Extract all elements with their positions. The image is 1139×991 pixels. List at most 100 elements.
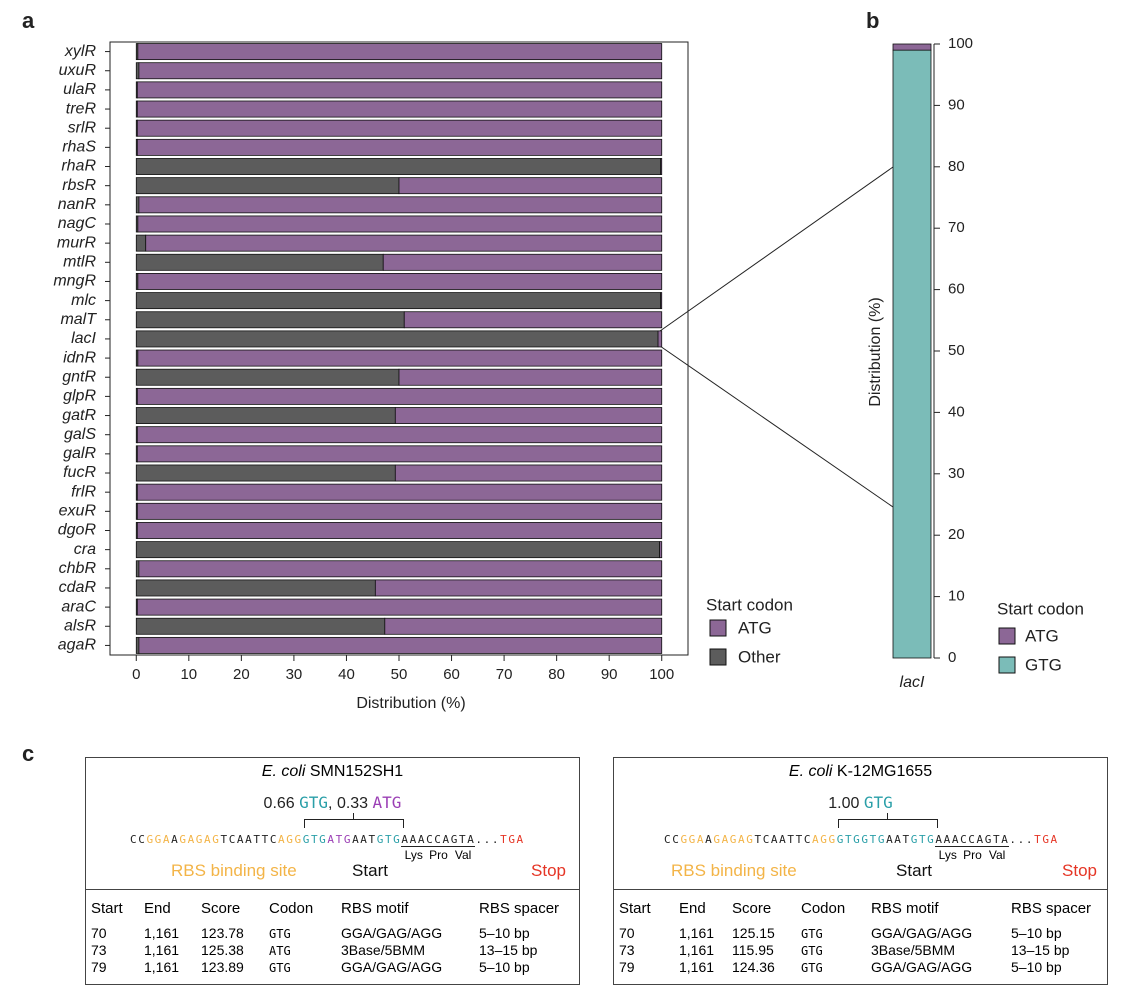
y-tick-label: xylR — [64, 43, 97, 60]
y-tick-label: ulaR — [63, 81, 96, 98]
table-cell: 70 — [619, 925, 635, 941]
panel-label: a — [22, 8, 35, 33]
bar-segment — [137, 349, 663, 367]
region-label: Stop — [1062, 861, 1097, 880]
sequence-segment: ... — [1009, 833, 1035, 846]
y-tick-label: 0 — [948, 649, 956, 666]
y-tick-label: galS — [64, 426, 96, 443]
legend-swatch — [709, 619, 727, 637]
bar-segment — [892, 43, 932, 51]
y-tick-label: 10 — [948, 588, 965, 605]
table-cell: 123.89 — [201, 959, 244, 975]
bar-segment — [136, 138, 663, 156]
y-tick-label: cdaR — [59, 579, 97, 596]
region-label: RBS binding site — [171, 861, 297, 880]
legend-swatch — [709, 648, 727, 666]
bar-segment — [136, 81, 663, 99]
y-tick-label: uxuR — [59, 62, 97, 79]
sequence-segment: TGA — [1034, 833, 1059, 846]
codon-label: Lys — [404, 848, 423, 862]
y-tick-label: mlc — [71, 292, 96, 309]
y-tick-label: rhaS — [62, 139, 96, 156]
bar-segment — [398, 177, 663, 195]
y-tick-label: lacI — [71, 330, 96, 347]
table-cell: 13–15 bp — [1011, 942, 1070, 958]
bar-segment — [374, 579, 663, 597]
sequence-segment: TGA — [500, 833, 525, 846]
sequence-segment: A — [171, 833, 180, 846]
sequence-segment: GTG — [836, 833, 862, 846]
table-cell: ATG — [269, 944, 291, 958]
y-tick-label: rhaR — [61, 158, 96, 175]
y-tick-label: murR — [57, 234, 97, 251]
bar-segment — [145, 234, 663, 252]
sequence-segment: CCA — [960, 833, 985, 847]
y-tick-label: 50 — [948, 342, 965, 359]
table-cell: 1,161 — [679, 925, 715, 941]
codon-label: Lys — [938, 848, 957, 862]
y-tick-label: 30 — [948, 465, 965, 482]
y-tick-label: glpR — [63, 388, 96, 405]
y-tick-label: nanR — [58, 196, 97, 213]
table-cell: 79 — [619, 959, 635, 975]
bracket — [303, 819, 405, 828]
table-cell: GTG — [801, 927, 823, 941]
y-tick-label: mtlR — [63, 254, 96, 271]
sequence: CCGGAAGAGAGTCAATTCAGGGTGGTGAATGTGAAACCAG… — [664, 833, 1059, 847]
x-tick-label: 60 — [443, 666, 460, 683]
bar-segment — [135, 253, 384, 271]
y-tick-label: 60 — [948, 281, 965, 298]
bar-segment — [382, 253, 663, 271]
bar-segment — [138, 196, 663, 214]
sequence-segment: GGA — [680, 833, 706, 846]
sequence-segment: AGG — [812, 833, 837, 846]
table-cell: 1,161 — [144, 942, 180, 958]
table-cell: GTG — [269, 961, 291, 975]
bar-segment — [138, 636, 663, 654]
table-header: RBS motif — [341, 900, 409, 917]
table-cell: 5–10 bp — [479, 925, 530, 941]
legend-label: GTG — [1025, 655, 1062, 674]
sequence-segment: A — [705, 833, 714, 846]
table-header: Score — [732, 900, 772, 917]
table-header: Codon — [269, 900, 314, 917]
sequence-segment: CCA — [426, 833, 451, 847]
y-tick-label: malT — [60, 311, 97, 328]
bar-segment — [137, 43, 663, 61]
table-cell: 5–10 bp — [1011, 959, 1062, 975]
y-tick-label: 90 — [948, 96, 965, 113]
sequence-segment: AAT — [886, 833, 911, 846]
sequence-segment: GAGAG — [713, 833, 755, 846]
sequence-segment: AAA — [935, 833, 961, 847]
x-tick-label: 80 — [548, 666, 565, 683]
bar-segment — [384, 617, 663, 635]
title-strain: K-12MG1655 — [836, 763, 933, 780]
table-header: RBS motif — [871, 900, 939, 917]
y-tick-label: agaR — [58, 637, 97, 654]
box-title: E. coli SMN152SH1 — [86, 763, 579, 781]
table-header: End — [144, 900, 171, 917]
legend-label: ATG — [738, 618, 772, 637]
legend-swatch — [998, 656, 1016, 674]
table-cell: 5–10 bp — [479, 959, 530, 975]
bar-segment — [135, 541, 661, 559]
bar-segment — [135, 464, 396, 482]
x-tick-label: 10 — [180, 666, 197, 683]
ratio-part: GTG — [863, 793, 893, 812]
sequence-segment: AGG — [278, 833, 303, 846]
table-cell: 1,161 — [679, 959, 715, 975]
bar-segment — [136, 522, 663, 539]
y-tick-label: rbsR — [62, 177, 96, 194]
sequence-segment: TCAATTC — [754, 833, 813, 846]
bar-segment — [136, 502, 663, 520]
table-cell: 125.15 — [732, 925, 775, 941]
ratio-part: , 0.33 — [328, 795, 373, 812]
table-cell: GGA/GAG/AGG — [871, 925, 973, 941]
bar-segment — [137, 273, 663, 290]
y-tick-label: idnR — [63, 349, 96, 366]
sequence-segment: GTG — [910, 833, 936, 846]
table-header: End — [679, 900, 706, 917]
region-label: Start — [352, 861, 388, 880]
